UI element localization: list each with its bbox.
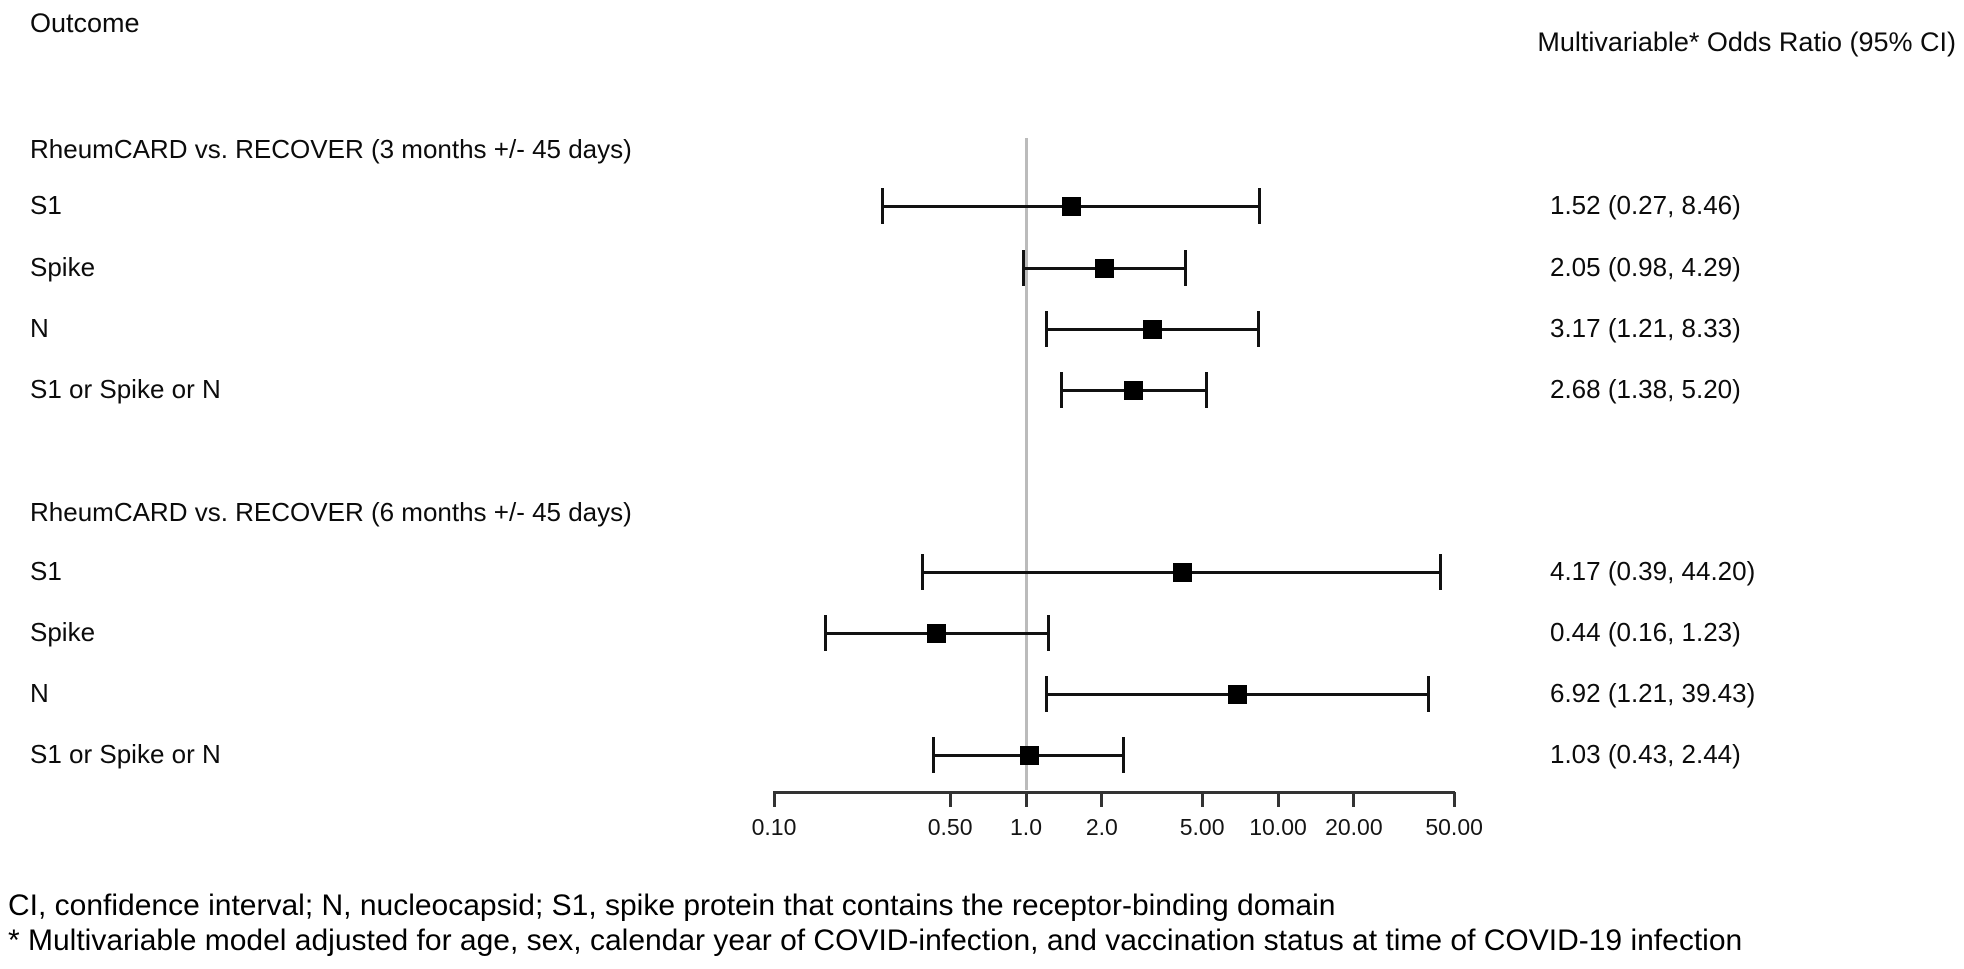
x-axis-tick (1352, 792, 1356, 807)
outcome-label: S1 (30, 555, 62, 586)
x-axis-tick (1024, 792, 1028, 807)
or-ci-value: 4.17 (0.39, 44.20) (1550, 555, 1756, 586)
ci-cap-left (921, 554, 925, 590)
ci-cap-right (1047, 615, 1051, 651)
x-axis-tick (1100, 792, 1104, 807)
or-point-marker (1019, 745, 1039, 765)
or-ci-value: 3.17 (1.21, 8.33) (1550, 312, 1741, 343)
x-axis-tick (1200, 792, 1204, 807)
outcome-label: S1 or Spike or N (30, 373, 221, 404)
or-ci-value: 2.68 (1.38, 5.20) (1550, 373, 1741, 404)
x-axis-tick-label: 2.0 (1085, 814, 1118, 840)
or-point-marker (1062, 196, 1082, 216)
outcome-label: Spike (30, 616, 96, 647)
x-axis-tick-label: 20.00 (1325, 814, 1383, 840)
or-ci-value: 1.52 (0.27, 8.46) (1550, 189, 1741, 220)
x-axis-tick-label: 50.00 (1425, 814, 1483, 840)
x-axis-tick (948, 792, 952, 807)
or-ci-value: 2.05 (0.98, 4.29) (1550, 251, 1741, 282)
outcome-label: N (30, 677, 49, 708)
ci-cap-right (1256, 311, 1260, 347)
outcome-label: Spike (30, 251, 96, 282)
ci-cap-right (1183, 250, 1187, 286)
ci-cap-left (881, 188, 885, 224)
footnote-abbreviations: CI, confidence interval; N, nucleocapsid… (8, 889, 1336, 922)
reference-line (1024, 138, 1028, 790)
or-point-marker (1142, 319, 1162, 339)
or-point-marker (1228, 684, 1248, 704)
ci-cap-left (1045, 311, 1049, 347)
x-axis-tick-label: 5.00 (1179, 814, 1225, 840)
ci-cap-left (823, 615, 827, 651)
or-ci-value: 0.44 (0.16, 1.23) (1550, 616, 1741, 647)
x-axis-tick (1452, 792, 1456, 807)
odds-ratio-column-header-label: Multivariable* Odds Ratio (95% CI) (1537, 27, 1956, 57)
x-axis-line (773, 791, 1456, 794)
x-axis-tick-label: 0.50 (927, 814, 973, 840)
x-axis-tick-label: 0.10 (751, 814, 797, 840)
x-axis-tick-label: 10.00 (1249, 814, 1307, 840)
ci-cap-right (1204, 372, 1208, 408)
x-axis-tick-label: 1.0 (1010, 814, 1042, 840)
ci-cap-right (1122, 737, 1126, 773)
outcome-label: S1 (30, 189, 62, 220)
or-point-marker (1172, 562, 1192, 582)
outcome-label: N (30, 312, 49, 343)
or-ci-value: 1.03 (0.43, 2.44) (1550, 738, 1741, 769)
ci-cap-right (1439, 554, 1443, 590)
footnote-adjustment: * Multivariable model adjusted for age, … (8, 924, 1743, 957)
ci-cap-right (1258, 188, 1262, 224)
or-point-marker (1095, 258, 1115, 278)
group-title: RheumCARD vs. RECOVER (6 months +/- 45 d… (30, 496, 632, 527)
ci-cap-left (1059, 372, 1063, 408)
x-axis-tick (1276, 792, 1280, 807)
x-axis-tick (772, 792, 776, 807)
or-point-marker (1124, 380, 1144, 400)
or-ci-value: 6.92 (1.21, 39.43) (1550, 677, 1756, 708)
ci-cap-left (932, 737, 936, 773)
group-title: RheumCARD vs. RECOVER (3 months +/- 45 d… (30, 133, 632, 164)
ci-cap-left (1045, 676, 1049, 712)
ci-cap-left (1022, 250, 1026, 286)
outcome-label: S1 or Spike or N (30, 738, 221, 769)
odds-ratio-column-header: Multivariable* Odds Ratio (95% CI) (1537, 27, 1956, 58)
outcome-column-header-label: Outcome (30, 7, 140, 38)
ci-cap-right (1426, 676, 1430, 712)
or-point-marker (926, 623, 946, 643)
